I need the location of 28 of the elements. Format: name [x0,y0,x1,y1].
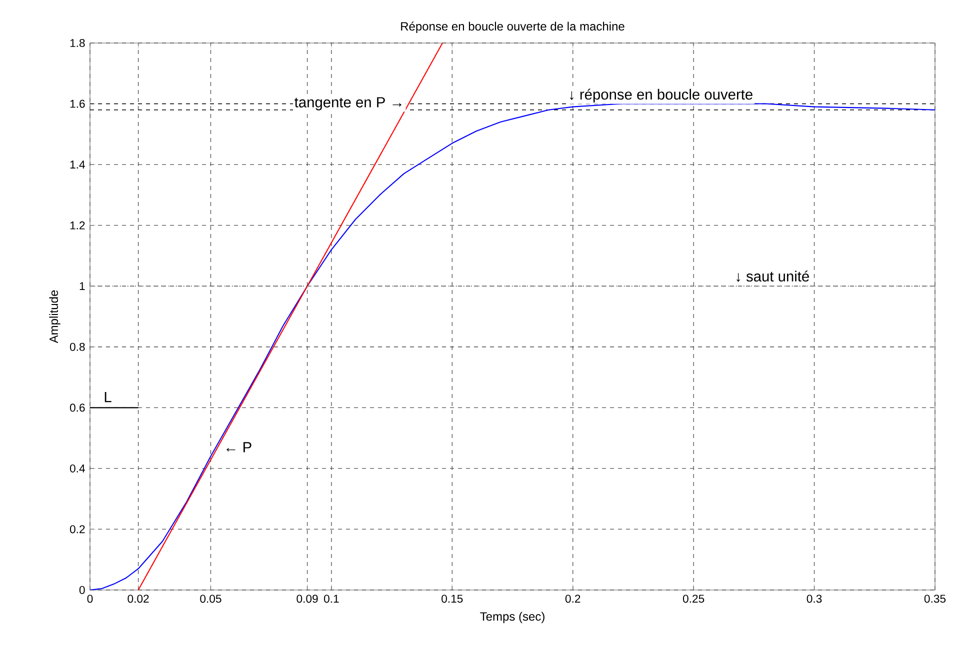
y-tick-label: 0.6 [70,404,85,412]
y-tick-label: 0.8 [70,342,85,351]
x-tick-label: 0.02 [128,594,149,603]
x-tick-label: 0.05 [200,594,222,603]
x-tick-label: 0.1 [324,594,339,603]
x-tick-label: 0.35 [924,594,946,603]
annotation: ← P [226,442,252,452]
y-tick-label: 0.4 [70,464,85,472]
x-tick-label: 0.25 [682,594,704,603]
y-tick-label: 1.8 [70,38,85,48]
x-tick-label: 0.2 [565,594,580,603]
x-axis-title: Temps (sec) [480,612,544,624]
y-tick-label: 0 [79,586,85,594]
chart-title: Réponse en boucle ouverte de la machine [401,22,624,33]
annotation: L [104,392,112,402]
y-axis-title: Amplitude [49,290,60,344]
x-tick-label: 0.09 [296,594,318,603]
x-tick-label: 0.3 [806,594,822,603]
annotation: ↓ réponse en boucle ouverte [570,88,752,103]
y-tick-label: 1.6 [70,100,85,108]
y-tick-label: 1.2 [70,221,85,230]
annotation: ↓ saut unité [736,270,809,282]
y-tick-label: 1 [80,282,85,290]
y-tick-label: 0.2 [70,525,85,534]
y-tick-label: 1.4 [70,160,85,168]
x-tick-label: 0 [87,594,93,603]
annotation: tangente en P → [294,97,402,110]
x-tick-label: 0.15 [442,594,463,603]
